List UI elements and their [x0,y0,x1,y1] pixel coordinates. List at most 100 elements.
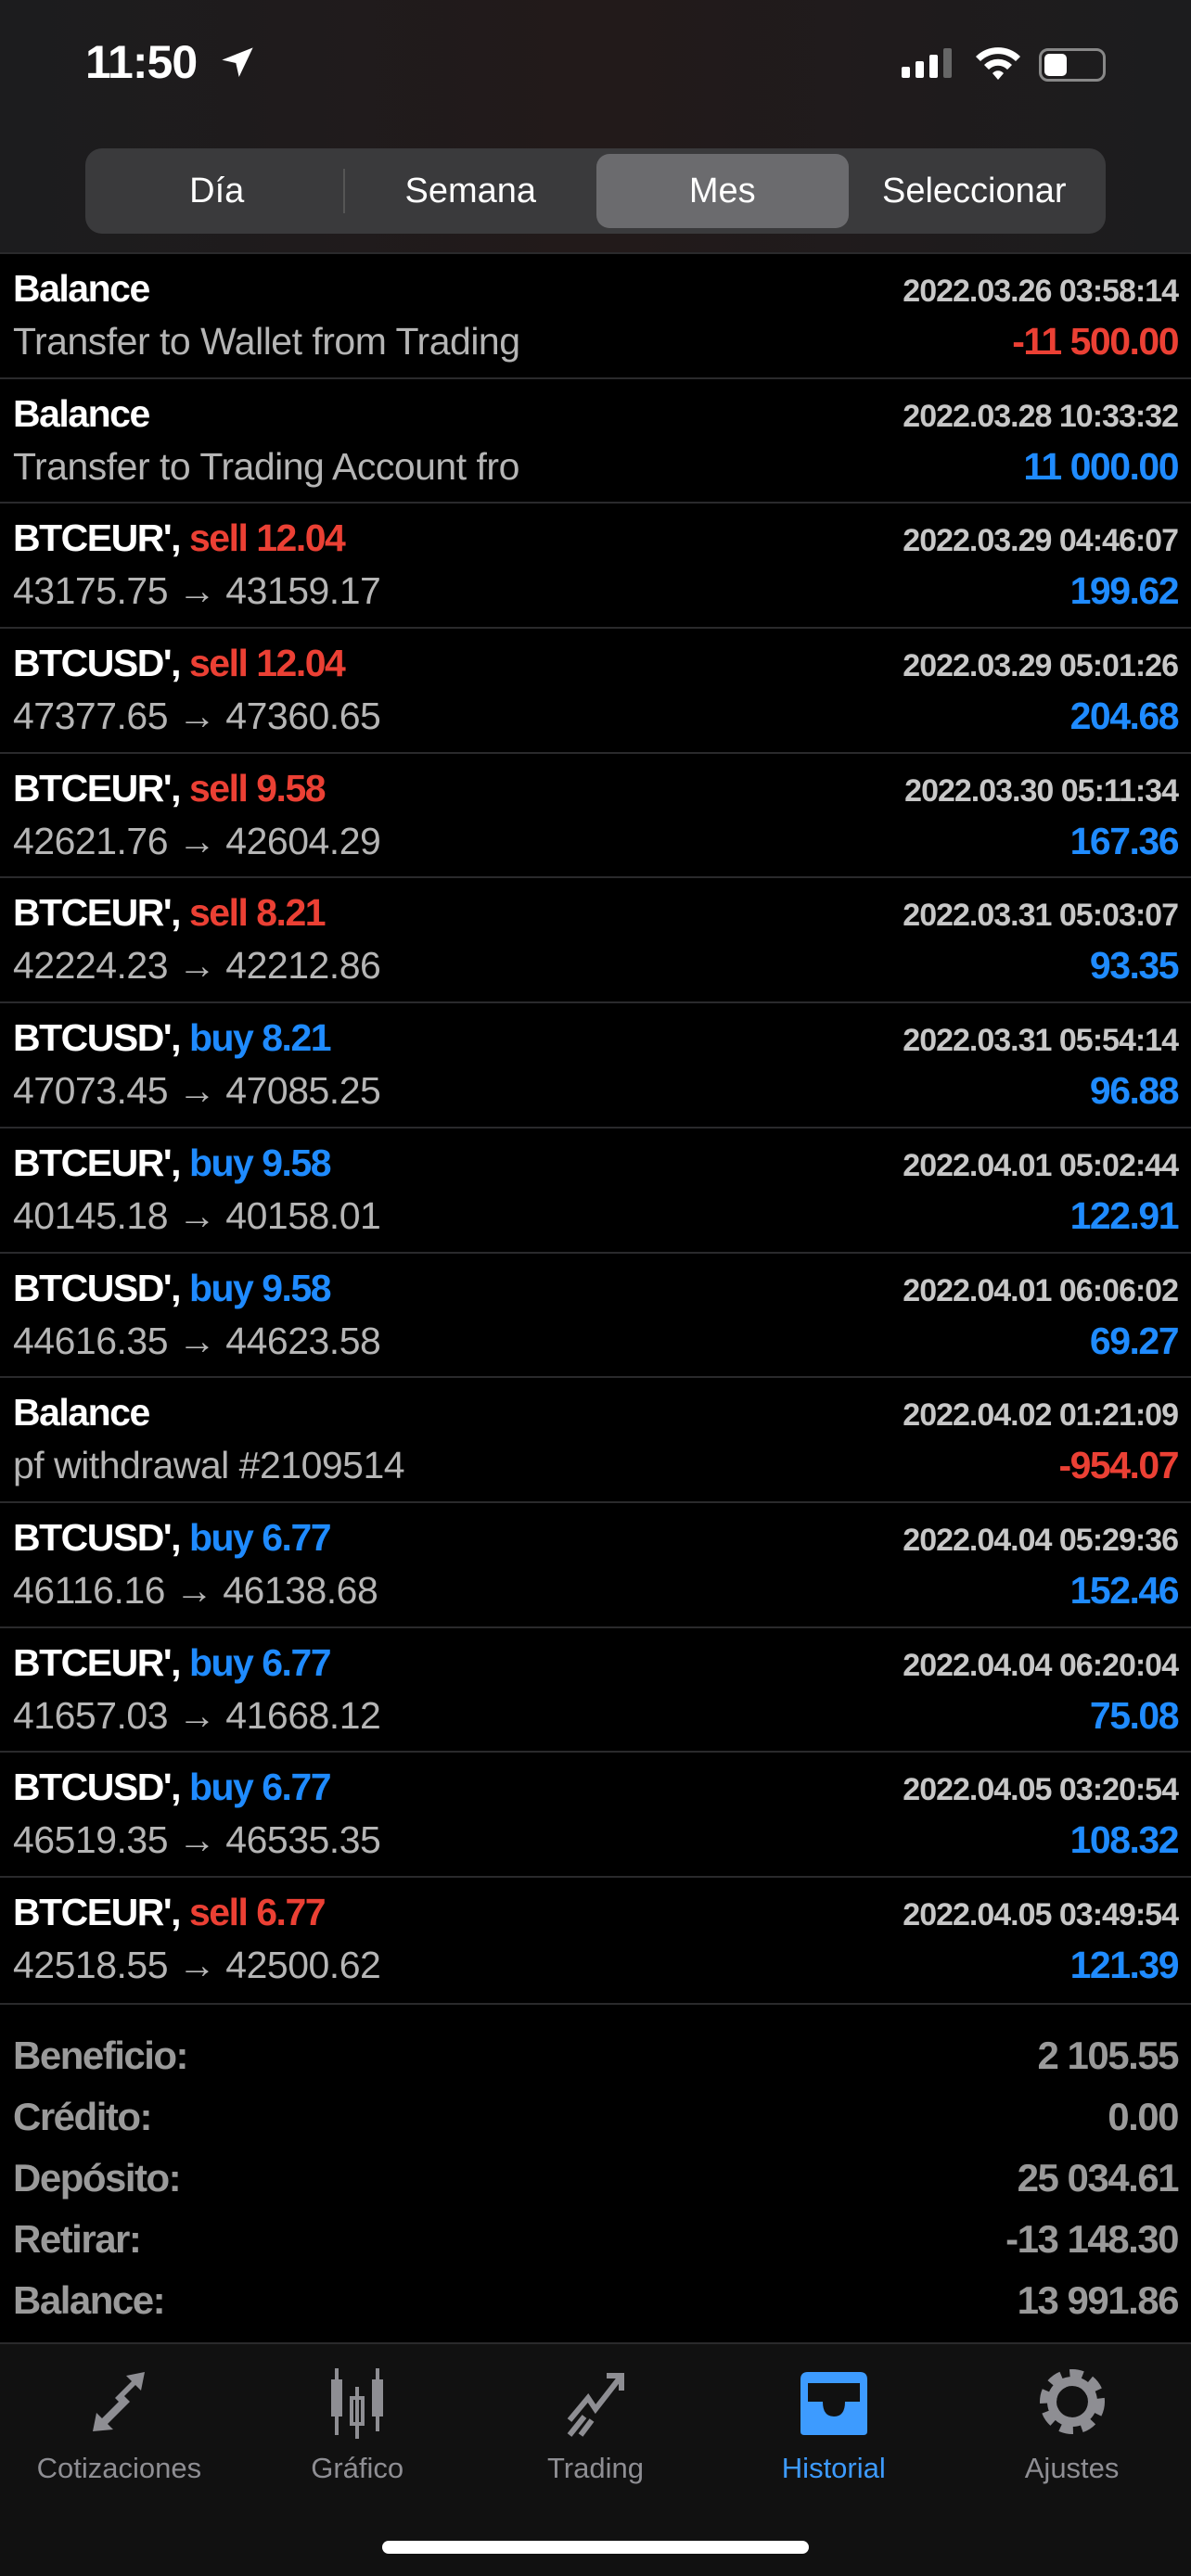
deal-time: 2022.04.01 06:06:02 [903,1272,1179,1308]
deal-row[interactable]: BTCUSD', buy 9.58 2022.04.01 06:06:02 4461… [0,1251,1191,1377]
symbol-text: Balance [13,267,150,310]
deal-description: 41657.03 → 41668.12 [13,1693,381,1737]
summary-panel: Beneficio: 2 105.55 Crédito: 0.00 Depósito: 2… [0,2003,1191,2342]
deal-amount: 108.32 [1069,1818,1180,1862]
tab-label: Historial [781,2452,886,2484]
symbol-text: BTCUSD', [13,1016,181,1060]
deal-description: 42518.55 → 42500.62 [13,1943,381,1986]
symbol-text: BTCEUR', [13,1141,181,1184]
gear-icon [1039,2369,1105,2434]
deal-symbol: Balance [13,392,159,436]
deal-amount: 11 000.00 [1023,444,1179,488]
tab-label: Ajustes [1024,2452,1120,2484]
deal-row[interactable]: BTCEUR', sell 9.58 2022.03.30 05:11:34 426… [0,751,1191,877]
summary-row: Depósito: 25 034.61 [13,2148,1180,2209]
segment-day[interactable]: Día [189,171,245,210]
deal-amount: 152.46 [1069,1568,1180,1612]
deal-symbol: BTCUSD', buy 8.21 [13,1016,332,1060]
summary-label: Beneficio: [13,2034,189,2077]
symbol-text: BTCEUR', [13,516,181,560]
deal-amount: 75.08 [1089,1693,1180,1737]
symbol-text: BTCUSD', [13,642,181,685]
summary-label: Balance: [13,2278,166,2322]
deal-time: 2022.04.05 03:20:54 [903,1772,1179,1808]
deal-amount: 96.88 [1089,1069,1180,1113]
deal-time: 2022.03.29 05:01:26 [903,648,1179,684]
deal-row[interactable]: BTCEUR', sell 6.77 2022.04.05 03:49:54 425… [0,1875,1191,2001]
summary-value: 2 105.55 [1037,2034,1180,2077]
deal-symbol: BTCUSD', buy 6.77 [13,1766,332,1809]
tab-bar: Cotizaciones Gráfico Trading Historial A… [0,2342,1191,2576]
summary-value: 13 991.86 [1017,2278,1180,2322]
segment-divider [342,169,345,213]
deal-row[interactable]: BTCEUR', sell 12.04 2022.03.29 04:46:07 43… [0,502,1191,627]
wifi-icon [976,47,1020,80]
deal-symbol: BTCEUR', sell 12.04 [13,516,346,560]
tab-label: Trading [547,2452,644,2484]
deal-row[interactable]: BTCUSD', buy 6.77 2022.04.05 03:20:54 4651… [0,1751,1191,1876]
summary-value: 0.00 [1108,2095,1179,2138]
deal-time: 2022.03.28 10:33:32 [903,398,1179,434]
deal-description: 46116.16 → 46138.68 [13,1568,378,1612]
deal-amount: 199.62 [1069,569,1180,613]
deal-row[interactable]: BTCUSD', buy 6.77 2022.04.04 05:29:36 4611… [0,1500,1191,1626]
period-segmented-control: Día Semana Mes Seleccionar [85,148,1106,234]
deal-time: 2022.04.05 03:49:54 [903,1896,1179,1932]
deal-action: buy 8.21 [188,1016,332,1060]
deal-time: 2022.04.04 05:29:36 [903,1522,1179,1558]
deal-action: sell 8.21 [188,891,327,935]
deal-row[interactable]: BTCUSD', buy 8.21 2022.03.31 05:54:14 4707… [0,1001,1191,1127]
deal-amount: 122.91 [1069,1193,1180,1237]
deal-symbol: Balance [13,267,159,311]
deal-row[interactable]: Balance 2022.04.02 01:21:09 pf withdrawal… [0,1376,1191,1501]
deal-action: buy 9.58 [188,1141,332,1184]
deal-amount: -954.07 [1058,1444,1179,1487]
deal-action: buy 6.77 [188,1515,332,1559]
tab-grafico[interactable]: Gráfico [238,2344,477,2576]
deal-row[interactable]: BTCEUR', buy 9.58 2022.04.01 05:02:44 4014… [0,1126,1191,1252]
deal-amount: 121.39 [1069,1943,1180,1986]
deal-action: sell 6.77 [188,1890,327,1933]
deal-row[interactable]: BTCEUR', buy 6.77 2022.04.04 06:20:04 4165… [0,1626,1191,1752]
deal-description: 43175.75 → 43159.17 [13,569,381,613]
deal-row[interactable]: Balance 2022.03.26 03:58:14 Transfer to W… [0,252,1191,377]
deal-time: 2022.03.31 05:54:14 [903,1023,1179,1059]
deal-amount: -11 500.00 [1012,320,1179,363]
deal-time: 2022.04.01 05:02:44 [903,1147,1179,1183]
deal-time: 2022.03.31 05:03:07 [903,898,1179,934]
tab-historial[interactable]: Historial [714,2344,953,2576]
deal-action: buy 6.77 [188,1640,332,1684]
tab-cotizaciones[interactable]: Cotizaciones [0,2344,238,2576]
header: 11:50 Día Semana Mes Seleccionar [0,0,1191,252]
deal-time: 2022.04.02 01:21:09 [903,1397,1179,1434]
deal-row[interactable]: BTCEUR', sell 8.21 2022.03.31 05:03:07 422… [0,876,1191,1001]
deal-symbol: Balance [13,1391,159,1435]
home-indicator[interactable] [382,2541,809,2554]
deal-time: 2022.03.30 05:11:34 [904,772,1179,809]
deal-row[interactable]: BTCUSD', sell 12.04 2022.03.29 05:01:26 47… [0,627,1191,752]
deal-time: 2022.03.26 03:58:14 [903,274,1179,309]
summary-value: -13 148.30 [1005,2217,1179,2261]
segment-select[interactable]: Seleccionar [881,171,1067,210]
deal-action: buy 9.58 [188,1266,332,1309]
tab-ajustes[interactable]: Ajustes [953,2344,1191,2576]
quotes-arrows-icon [93,2372,146,2431]
segment-month[interactable]: Mes [596,154,849,228]
deal-symbol: BTCEUR', sell 6.77 [13,1890,327,1934]
deal-description: 42224.23 → 42212.86 [13,944,381,988]
segment-week[interactable]: Semana [404,171,537,210]
symbol-text: Balance [13,1391,150,1435]
deal-amount: 204.68 [1069,695,1180,738]
tab-trading[interactable]: Trading [477,2344,715,2576]
candlestick-icon [331,2368,384,2439]
deal-amount: 93.35 [1089,944,1180,988]
deal-time: 2022.03.29 04:46:07 [903,523,1179,559]
deal-symbol: BTCEUR', buy 6.77 [13,1640,332,1685]
symbol-text: BTCEUR', [13,1640,181,1684]
deal-description: 47073.45 → 47085.25 [13,1069,381,1113]
deal-row[interactable]: Balance 2022.03.28 10:33:32 Transfer to T… [0,376,1191,503]
deal-description: Transfer to Wallet from Trading [13,320,520,363]
deal-description: 42621.76 → 42604.29 [13,819,381,862]
location-arrow-icon [222,47,253,77]
symbol-text: BTCEUR', [13,891,181,935]
